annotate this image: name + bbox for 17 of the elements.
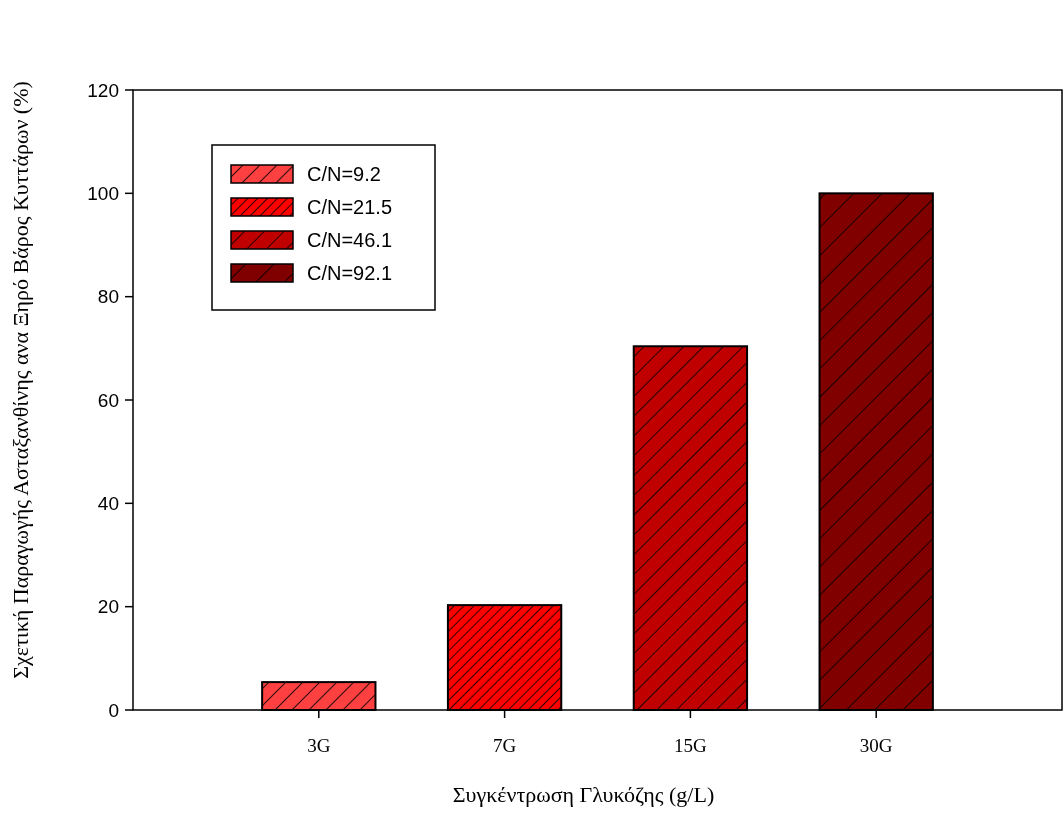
y-tick-label: 120 bbox=[87, 79, 119, 101]
y-tick-label: 0 bbox=[108, 699, 119, 721]
x-tick-label: 7G bbox=[492, 735, 517, 756]
legend-label: C/N=92.1 bbox=[307, 262, 393, 284]
y-tick-label: 20 bbox=[97, 596, 119, 618]
y-tick-label: 60 bbox=[97, 389, 119, 411]
x-tick-label: 3G bbox=[307, 735, 331, 756]
y-tick-label: 80 bbox=[97, 286, 119, 308]
y-axis-title: Σχετική Παραγωγής Ασταξανθίνης ανα Ξηρό Βάρος Κυττάρων (%) bbox=[8, 81, 33, 679]
x-tick-label: 30G bbox=[859, 735, 893, 756]
legend-label: C/N=21.5 bbox=[307, 196, 393, 218]
x-tick-label: 15G bbox=[674, 735, 708, 756]
x-axis-title: Συγκέντρωση Γλυκόζης (g/L) bbox=[452, 782, 715, 807]
legend-label: C/N=46.1 bbox=[307, 229, 393, 251]
legend-label: C/N=9.2 bbox=[307, 163, 381, 185]
y-tick-label: 40 bbox=[97, 492, 119, 514]
y-tick-label: 100 bbox=[87, 182, 119, 204]
